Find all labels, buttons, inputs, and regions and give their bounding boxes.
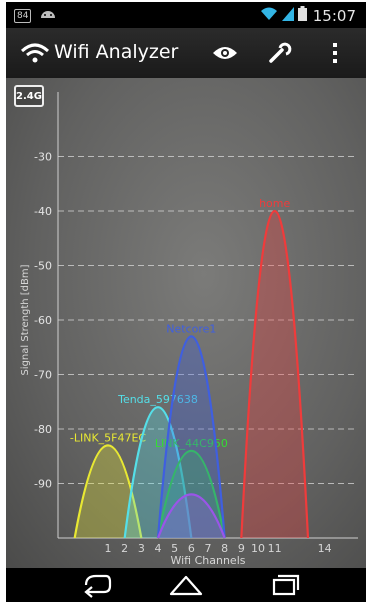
wifi-icon [260,7,278,25]
network-curve [73,444,143,539]
chart-svg: -30 -40 -50 -60 -70 -80 -90 1 2 3 4 5 6 7 8 9 10 11 14 Wifi… [20,92,358,567]
wrench-icon[interactable] [268,42,292,68]
x-tick-label: 11 [268,542,282,555]
action-bar: Wifi Analyzer [6,28,366,79]
notification-icon: 84 [14,8,32,23]
y-tick-label: -30 [34,151,52,164]
network-curve [240,209,310,539]
android-icon [39,7,57,22]
x-tick-label: 3 [138,542,145,555]
home-icon[interactable] [166,572,206,598]
network-label: home [259,197,290,210]
y-tick-label: -50 [34,260,52,273]
network-label: -LINK_5F47EC [70,431,147,444]
network-curve [156,335,226,539]
network-label: Tenda_597638 [117,393,198,406]
network-curve [156,493,226,539]
phone-screen: 84 15:07 Wifi Analyzer [6,2,366,602]
battery-icon [297,6,307,25]
x-tick-label: 5 [171,542,178,555]
band-selector[interactable]: 2.4G [14,85,44,107]
x-tick-label: 9 [238,542,245,555]
x-tick-label: 1 [105,542,112,555]
x-tick-label: 14 [318,542,332,555]
recent-apps-icon[interactable] [264,572,304,598]
y-tick-label: -60 [34,314,52,327]
clock: 15:07 [312,6,356,25]
signal-icon [281,6,294,25]
network-label: LINK_44C950 [155,437,228,450]
network-label: Netcore1 [166,322,216,335]
x-tick-label: 2 [121,542,128,555]
back-icon[interactable] [76,572,116,598]
overflow-menu-icon[interactable] [332,42,338,68]
network-curve [123,406,193,539]
y-tick-label: -80 [34,423,52,436]
status-left: 84 [14,7,57,23]
navigation-bar [6,568,366,602]
x-tick-label: 8 [221,542,228,555]
app-title: Wifi Analyzer [54,41,179,63]
status-right: 15:07 [260,6,356,25]
eye-icon[interactable] [212,45,238,65]
x-tick-label: 4 [155,542,162,555]
x-axis-title: Wifi Channels [170,554,245,567]
x-tick-label: 6 [188,542,195,555]
signal-chart: -30 -40 -50 -60 -70 -80 -90 1 2 3 4 5 6 7 8 9 10 11 14 Wifi… [6,78,366,568]
status-bar: 84 15:07 [6,2,366,28]
y-tick-label: -70 [34,369,52,382]
x-tick-label: 10 [251,542,265,555]
network-curve [156,450,226,539]
y-tick-label: -40 [34,205,52,218]
wifi-logo-icon[interactable] [20,42,50,68]
y-axis-title: Signal Strength [dBm] [20,264,31,375]
x-tick-label: 7 [205,542,212,555]
y-tick-label: -90 [34,478,52,491]
